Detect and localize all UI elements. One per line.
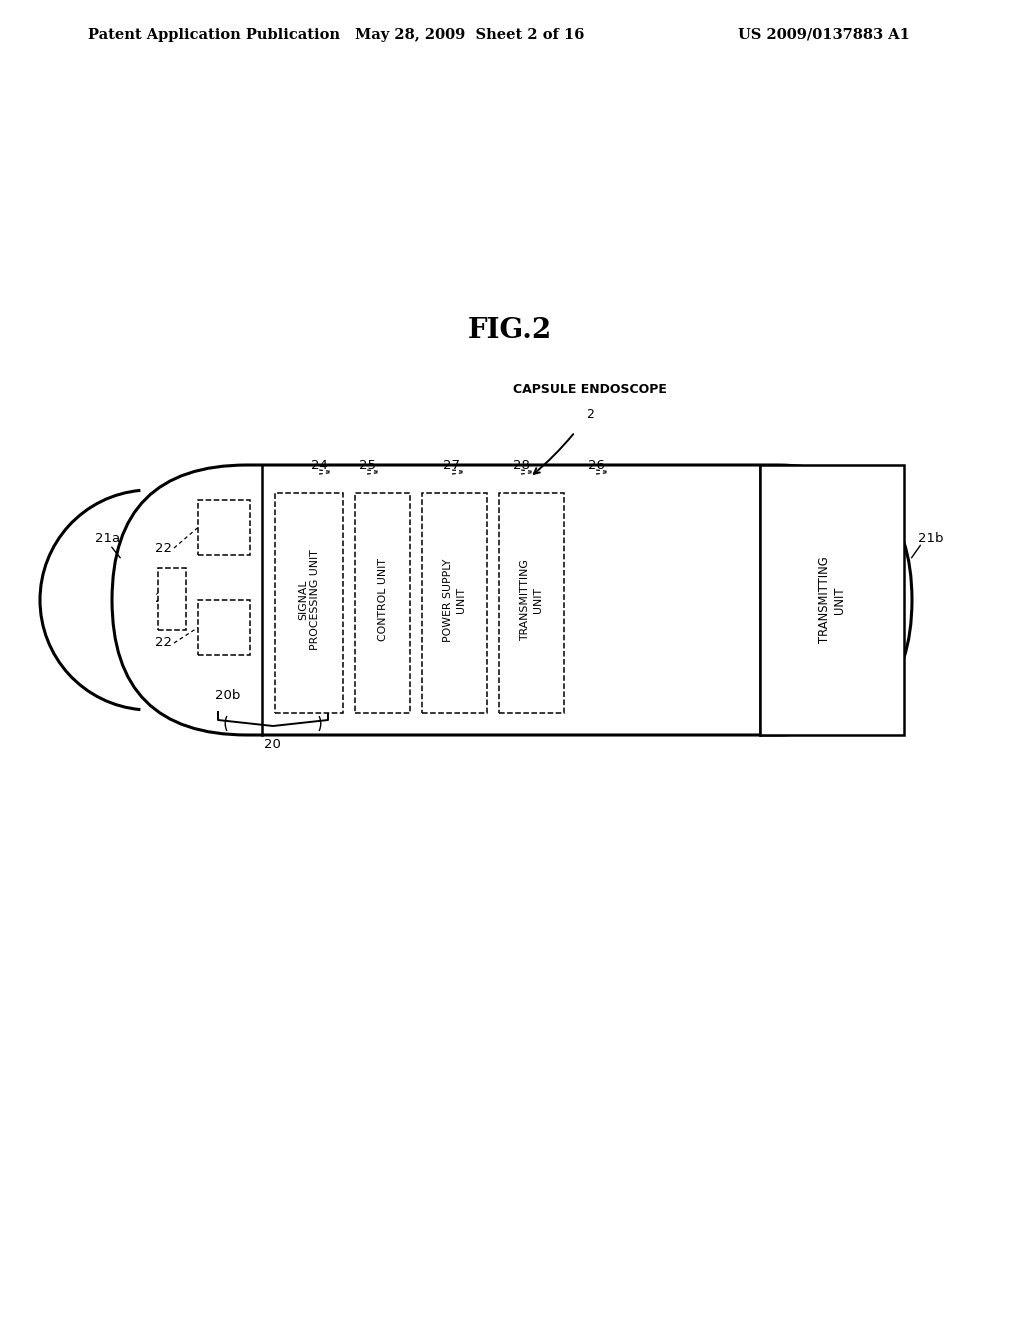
Text: 20: 20 <box>263 738 281 751</box>
Text: 24: 24 <box>310 459 328 473</box>
Text: 26: 26 <box>588 459 604 473</box>
Text: CAPSULE ENDOSCOPE: CAPSULE ENDOSCOPE <box>513 384 667 396</box>
Text: 22: 22 <box>155 541 172 554</box>
Text: POWER SUPPLY
UNIT: POWER SUPPLY UNIT <box>443 558 466 642</box>
Text: 25: 25 <box>358 459 376 473</box>
Text: 21a: 21a <box>95 532 120 544</box>
Bar <box>275 492 343 713</box>
Text: TRANSMITTING
UNIT: TRANSMITTING UNIT <box>520 560 543 642</box>
Text: SIGNAL
PROCESSING UNIT: SIGNAL PROCESSING UNIT <box>298 549 321 651</box>
Text: CONTROL UNIT: CONTROL UNIT <box>378 558 387 642</box>
FancyBboxPatch shape <box>112 465 912 735</box>
Bar <box>158 568 186 630</box>
Bar <box>760 465 904 735</box>
Bar <box>499 492 564 713</box>
Text: 2: 2 <box>586 408 594 421</box>
Bar <box>198 500 250 554</box>
Text: 28: 28 <box>513 459 529 473</box>
Text: TRANSMITTING
UNIT: TRANSMITTING UNIT <box>817 557 847 643</box>
Bar <box>198 601 250 655</box>
Text: 23: 23 <box>155 591 172 605</box>
Text: US 2009/0137883 A1: US 2009/0137883 A1 <box>738 28 910 42</box>
Text: May 28, 2009  Sheet 2 of 16: May 28, 2009 Sheet 2 of 16 <box>355 28 585 42</box>
Text: 20a: 20a <box>305 689 331 702</box>
Bar <box>422 492 487 713</box>
Text: 27: 27 <box>443 459 461 473</box>
Text: Patent Application Publication: Patent Application Publication <box>88 28 340 42</box>
Text: FIG.2: FIG.2 <box>468 317 552 343</box>
Text: 22: 22 <box>155 636 172 649</box>
Text: 20b: 20b <box>215 689 241 702</box>
Text: 21b: 21b <box>918 532 943 544</box>
Bar <box>355 492 410 713</box>
